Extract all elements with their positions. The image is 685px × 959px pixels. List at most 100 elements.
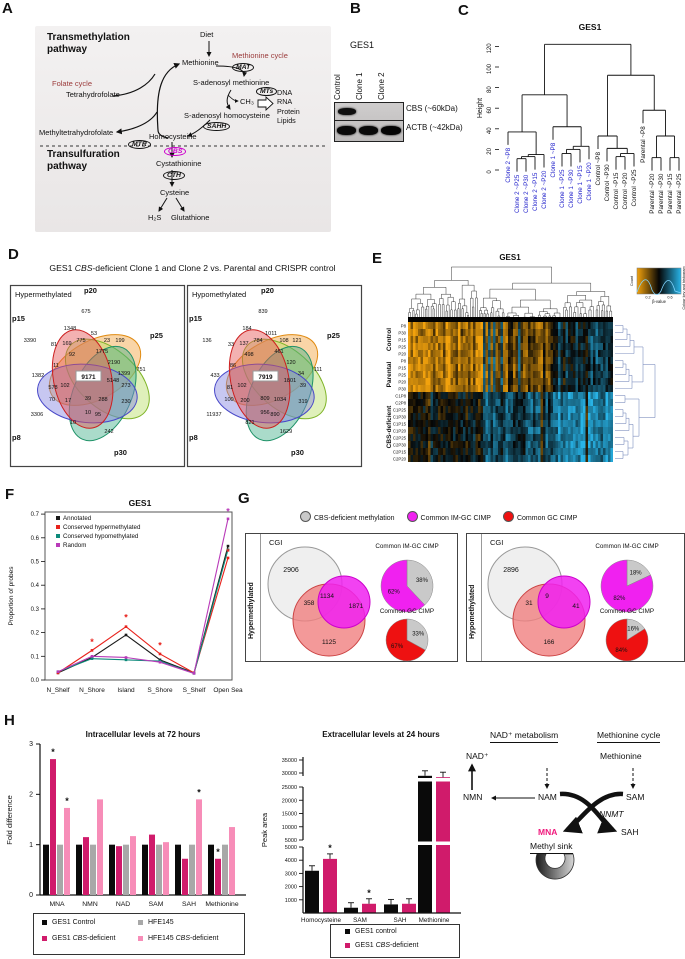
heatmap-cell xyxy=(503,322,506,329)
heatmap-cell xyxy=(475,420,478,427)
heatmap-cell xyxy=(575,364,578,371)
heatmap-cell xyxy=(528,378,531,385)
heatmap-cell xyxy=(448,434,451,441)
transmethylation-title: Transmethylation pathway xyxy=(47,32,130,55)
heatmap-cell xyxy=(430,385,433,392)
heatmap-cell xyxy=(603,322,606,329)
heatmap-cell xyxy=(445,441,448,448)
heatmap-cell xyxy=(573,392,576,399)
venn-region-value: 70 xyxy=(49,397,55,403)
heatmap-cell xyxy=(458,448,461,455)
heatmap-cell xyxy=(475,336,478,343)
heatmap-cell xyxy=(448,392,451,399)
heatmap-cell xyxy=(508,441,511,448)
heatmap-cell xyxy=(498,434,501,441)
heatmap-cell xyxy=(448,455,451,462)
heatmap-cell xyxy=(533,441,536,448)
diet-node: Diet xyxy=(200,30,214,39)
heatmap-cell xyxy=(475,441,478,448)
heatmap-cell xyxy=(573,427,576,434)
heatmap-cell xyxy=(478,329,481,336)
f-xtick-label: S_Shore xyxy=(147,687,173,694)
heatmap-cell xyxy=(603,413,606,420)
heatmap-cell xyxy=(595,378,598,385)
heatmap-cell xyxy=(420,350,423,357)
heatmap-cell xyxy=(468,357,471,364)
heatmap-cell xyxy=(440,399,443,406)
heatmap-cell xyxy=(600,357,603,364)
heatmap-cell xyxy=(463,322,466,329)
heatmap-cell xyxy=(430,427,433,434)
heatmap-cell xyxy=(420,336,423,343)
heatmap-cell xyxy=(575,399,578,406)
heatmap-cell xyxy=(590,441,593,448)
heatmap-cell xyxy=(438,392,441,399)
heatmap-cell xyxy=(470,336,473,343)
heatmap-cell xyxy=(433,371,436,378)
heatmap-cell xyxy=(473,378,476,385)
heatmap-cell xyxy=(463,343,466,350)
heatmap-cell xyxy=(478,350,481,357)
heatmap-cell xyxy=(463,336,466,343)
heatmap-cell xyxy=(413,371,416,378)
heatmap-cell xyxy=(563,406,566,413)
heatmap-cell xyxy=(428,350,431,357)
heatmap-cell xyxy=(475,343,478,350)
heatmap-cell xyxy=(600,406,603,413)
heatmap-cell xyxy=(510,427,513,434)
heatmap-cell xyxy=(428,329,431,336)
heatmap-cell xyxy=(513,371,516,378)
heatmap-cell xyxy=(495,434,498,441)
heatmap-cell xyxy=(500,420,503,427)
venn-center-value: 7919 xyxy=(258,374,273,381)
heatmap-cell xyxy=(528,385,531,392)
heatmap-cell xyxy=(433,455,436,462)
f-legend-label: Annotated xyxy=(63,515,92,522)
significance-star: * xyxy=(197,787,201,797)
heatmap-cell xyxy=(518,385,521,392)
cbs-band xyxy=(338,108,356,115)
heatmap-cell xyxy=(458,329,461,336)
heatmap-cell xyxy=(510,385,513,392)
heatmap-cell xyxy=(498,350,501,357)
heatmap-cell xyxy=(590,343,593,350)
heatmap-cell xyxy=(460,392,463,399)
heatmap-cell xyxy=(468,322,471,329)
heatmap-cell xyxy=(490,371,493,378)
homocysteine-node: Homocysteine xyxy=(149,132,197,141)
f-data-point xyxy=(124,658,128,662)
heatmap-cell xyxy=(515,357,518,364)
heatmap-cell xyxy=(578,427,581,434)
heatmap-cell xyxy=(550,343,553,350)
heatmap-cell xyxy=(543,350,546,357)
f-ytick-label: 0.0 xyxy=(31,678,40,684)
heatmap-cell xyxy=(433,329,436,336)
heatmap-cell xyxy=(555,399,558,406)
heatmap-cell xyxy=(493,392,496,399)
heatmap-cell xyxy=(478,378,481,385)
heatmap-cell xyxy=(420,399,423,406)
heatmap-cell xyxy=(525,441,528,448)
heatmap-cell xyxy=(513,441,516,448)
venn-region-value: 3306 xyxy=(31,412,43,418)
heatmap-cell xyxy=(555,378,558,385)
heatmap-cell xyxy=(408,336,411,343)
heatmap-cell xyxy=(578,406,581,413)
heatmap-cell xyxy=(503,385,506,392)
heatmap-cell xyxy=(548,434,551,441)
heatmap-cell xyxy=(528,364,531,371)
cbs-enzyme: CBS xyxy=(164,147,187,156)
heatmap-cell xyxy=(488,448,491,455)
heatmap-cell xyxy=(563,441,566,448)
heatmap-cell xyxy=(513,448,516,455)
mat-enzyme: MAT xyxy=(232,63,255,72)
heatmap-cell xyxy=(463,350,466,357)
heatmap-cell xyxy=(463,441,466,448)
heatmap-cell xyxy=(420,329,423,336)
heatmap-cell xyxy=(433,434,436,441)
heatmap-cell xyxy=(475,385,478,392)
heatmap-cell xyxy=(513,350,516,357)
heatmap-cell xyxy=(570,434,573,441)
intracellular-legend: GES1 Control GES1 CBS-deficient HFE145 HFE1… xyxy=(33,913,245,955)
